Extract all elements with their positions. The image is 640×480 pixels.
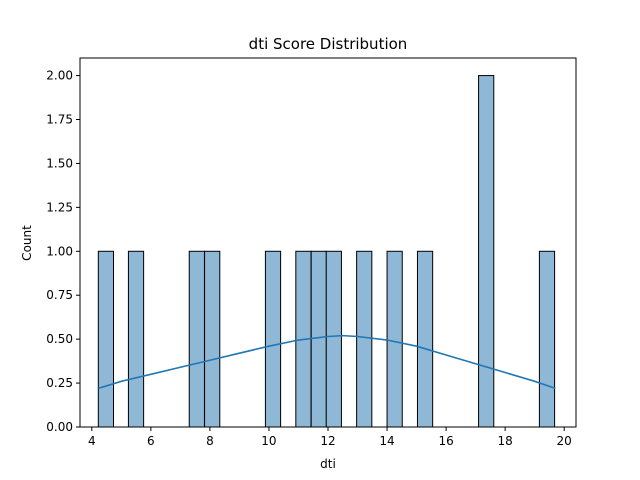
y-tick-label: 2.00: [46, 69, 73, 83]
histogram-bars: [97, 75, 556, 428]
x-tick-label: 6: [147, 434, 155, 448]
histogram-bar: [356, 250, 373, 428]
histogram-bar: [386, 250, 403, 428]
histogram-bar: [538, 250, 556, 428]
x-axis-label: dti: [320, 457, 336, 471]
y-tick-label: 0.75: [46, 288, 73, 302]
x-tick-label: 18: [498, 434, 513, 448]
histogram-bar: [264, 250, 282, 428]
histogram-bar: [325, 250, 342, 428]
histogram-bar: [416, 250, 434, 428]
y-tick-label: 1.50: [46, 156, 73, 170]
x-tick-label: 12: [320, 434, 335, 448]
x-tick-label: 16: [438, 434, 453, 448]
histogram-bar: [97, 250, 115, 428]
x-tick-label: 4: [88, 434, 96, 448]
x-axis-ticks: 4 6 8 10 12 14 16 18 20: [88, 427, 572, 448]
x-tick-label: 8: [206, 434, 214, 448]
histogram-bar: [188, 250, 205, 428]
y-axis-ticks: 0.00 0.25 0.50 0.75 1.00 1.25 1.50 1.75 2.00: [46, 69, 80, 434]
y-tick-label: 0.00: [46, 420, 73, 434]
x-tick-label: 14: [379, 434, 394, 448]
kde-curve-group: [98, 334, 556, 390]
y-tick-label: 1.25: [46, 200, 73, 214]
y-tick-label: 0.25: [46, 376, 73, 390]
y-axis-label: Count: [20, 225, 34, 261]
kde-line: [98, 334, 556, 390]
y-tick-label: 1.75: [46, 113, 73, 127]
histogram-bar: [127, 250, 145, 428]
histogram-bar: [204, 250, 221, 428]
histogram-bar: [310, 250, 327, 428]
x-tick-label: 20: [557, 434, 572, 448]
x-tick-label: 10: [261, 434, 276, 448]
chart-title: dti Score Distribution: [249, 35, 408, 53]
y-tick-label: 0.50: [46, 332, 73, 346]
histogram-bar: [478, 75, 495, 428]
y-tick-label: 1.00: [46, 244, 73, 258]
